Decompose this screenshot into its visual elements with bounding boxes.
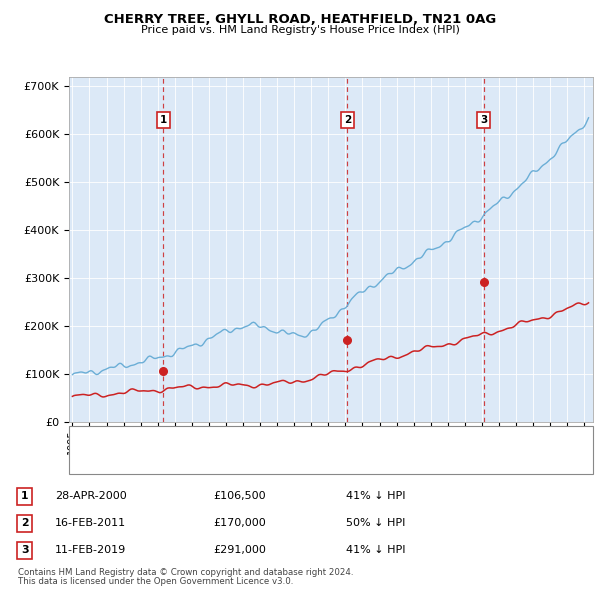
Text: 1: 1 bbox=[160, 115, 167, 125]
Text: 50% ↓ HPI: 50% ↓ HPI bbox=[346, 518, 406, 528]
Text: CHERRY TREE, GHYLL ROAD, HEATHFIELD, TN21 0AG: CHERRY TREE, GHYLL ROAD, HEATHFIELD, TN2… bbox=[104, 13, 496, 26]
Text: 11-FEB-2019: 11-FEB-2019 bbox=[55, 545, 127, 555]
Text: 2: 2 bbox=[344, 115, 351, 125]
Text: 3: 3 bbox=[21, 545, 28, 555]
FancyBboxPatch shape bbox=[69, 426, 593, 474]
Text: CHERRY TREE, GHYLL ROAD, HEATHFIELD, TN21 0AG (detached house): CHERRY TREE, GHYLL ROAD, HEATHFIELD, TN2… bbox=[116, 435, 464, 445]
Text: 16-FEB-2011: 16-FEB-2011 bbox=[55, 518, 127, 528]
Text: Contains HM Land Registry data © Crown copyright and database right 2024.: Contains HM Land Registry data © Crown c… bbox=[18, 568, 353, 576]
Text: This data is licensed under the Open Government Licence v3.0.: This data is licensed under the Open Gov… bbox=[18, 577, 293, 586]
Text: £291,000: £291,000 bbox=[214, 545, 266, 555]
Text: HPI: Average price, detached house, Wealden: HPI: Average price, detached house, Weal… bbox=[116, 457, 339, 467]
Text: £170,000: £170,000 bbox=[214, 518, 266, 528]
Text: 28-APR-2000: 28-APR-2000 bbox=[55, 491, 127, 502]
Text: Price paid vs. HM Land Registry's House Price Index (HPI): Price paid vs. HM Land Registry's House … bbox=[140, 25, 460, 35]
Text: 41% ↓ HPI: 41% ↓ HPI bbox=[346, 545, 406, 555]
Text: 3: 3 bbox=[481, 115, 488, 125]
Text: 1: 1 bbox=[21, 491, 28, 502]
Text: 41% ↓ HPI: 41% ↓ HPI bbox=[346, 491, 406, 502]
Text: 2: 2 bbox=[21, 518, 28, 528]
Text: £106,500: £106,500 bbox=[214, 491, 266, 502]
